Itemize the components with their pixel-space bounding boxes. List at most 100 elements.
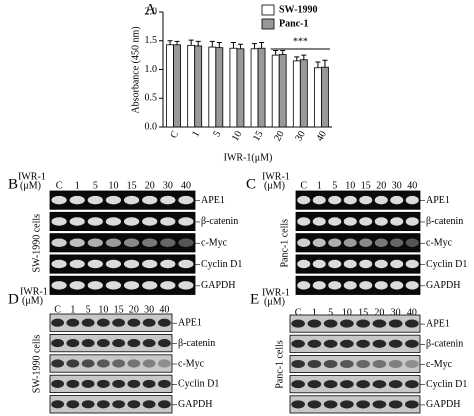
lane-label: 40 [159,304,169,315]
band [405,259,419,269]
blot-strip [49,275,196,295]
band [356,339,370,348]
band [81,379,95,388]
bar [278,54,287,128]
blot-strip [289,314,421,333]
band [312,238,326,248]
band [405,380,419,389]
row-label: β-catenin [178,338,215,349]
legend-label: SW-1990 [279,4,318,15]
band [356,380,370,389]
band [356,359,370,369]
band [51,238,67,248]
band [323,359,338,369]
panel-letter: D [8,291,19,307]
band [87,217,103,226]
lane-label: 15 [127,180,137,191]
bar [194,45,203,128]
bar [299,59,308,128]
lane-label: 10 [345,180,355,191]
row-label: GAPDH [426,280,460,291]
blot-strip [49,254,196,274]
band [328,195,342,205]
blot-strip [295,190,421,210]
band [405,400,419,409]
band [87,195,103,205]
blot-strip [49,374,173,394]
band [51,400,65,409]
band [405,195,419,205]
band [340,380,354,389]
error-bar [237,43,243,49]
band [388,339,403,348]
band [123,238,140,248]
row-label: β-catenin [426,339,463,350]
lane-label: 1 [317,180,322,191]
band [127,359,141,368]
error-bar [216,41,222,48]
band [359,217,373,226]
row-label: β-catenin [426,216,463,227]
lane-label: 5 [86,304,91,315]
band [178,195,194,205]
bar [229,47,238,128]
band [340,319,354,328]
band [105,259,122,269]
row-label: c-Myc [426,238,453,249]
band [142,259,158,269]
bar [187,44,196,128]
error-bar [259,41,265,49]
blot-strip [49,211,196,232]
band [356,400,370,409]
row-label: c-Myc [178,358,205,369]
x-tick-label: 5 [211,129,223,139]
band [405,238,419,248]
band [307,400,322,409]
band [343,259,357,269]
band [312,217,326,226]
row-label: GAPDH [201,280,235,291]
row-label: GAPDH [426,399,460,410]
band [112,339,126,348]
error-bar [280,50,286,55]
band [388,380,403,389]
band [157,339,171,348]
band [328,238,342,248]
cell-label: SW-1990 cells [31,214,42,273]
lane-label: 10 [342,307,352,318]
bar [236,48,245,128]
band [51,195,67,205]
band [291,359,305,369]
error-bar [301,54,307,60]
band [388,359,403,369]
band [390,238,404,248]
band [372,359,387,369]
band [372,319,387,328]
band [142,217,158,226]
lane-header: (μM) [20,180,41,191]
panel-letter: C [246,176,256,192]
x-axis-label: IWR-1(μM) [224,152,273,163]
legend-label: Panc-1 [279,18,308,29]
band [359,238,373,248]
x-tick-label: 30 [293,129,308,143]
band [160,195,176,205]
band [127,379,141,388]
band [291,319,305,328]
bar [271,54,280,128]
band [323,319,338,328]
y-axis-label: Absorbance (450 nm) [130,26,141,113]
band [297,217,311,226]
error-bar [174,40,180,45]
blot-strip [289,354,421,373]
band [307,319,322,328]
lane-label: 1 [75,180,80,191]
band [96,318,110,327]
band [390,217,404,226]
bar [321,66,329,128]
blot-strip [289,375,421,394]
bar [166,44,174,128]
band [142,195,158,205]
band [340,359,354,369]
band [343,217,357,226]
